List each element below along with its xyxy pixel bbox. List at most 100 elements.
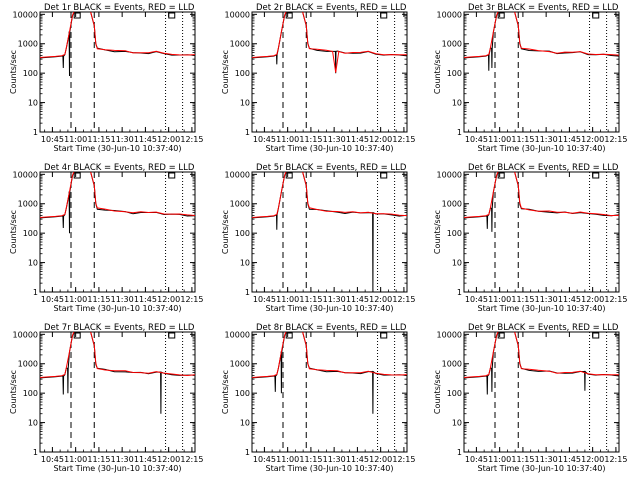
box-marker bbox=[592, 332, 600, 339]
chart-panel-8: Det 8r BLACK = Events, RED = LLD 1 10 100 10… bbox=[221, 323, 415, 473]
chart-title: Det 7r BLACK = Events, RED = LLD bbox=[44, 323, 195, 333]
chart-panel-3: Det 3r BLACK = Events, RED = LLD 1 10 100 10… bbox=[433, 3, 627, 153]
chart-title: Det 3r BLACK = Events, RED = LLD bbox=[468, 3, 619, 13]
y-tick-label: 1000 bbox=[18, 200, 38, 209]
y-tick-label: 1000 bbox=[230, 40, 250, 49]
x-axis-label: Start Time (30-Jun-10 10:37:40) bbox=[54, 464, 182, 473]
y-tick-label: 10 bbox=[240, 419, 250, 428]
y-tick-label: 10 bbox=[28, 419, 38, 428]
y-tick-label: 100 bbox=[447, 389, 462, 398]
box-marker bbox=[497, 332, 505, 339]
lld-series-line bbox=[464, 12, 619, 58]
x-tick-label: 11:00 bbox=[276, 295, 299, 304]
x-tick-label: 11:30 bbox=[111, 135, 134, 144]
y-tick-label: 10 bbox=[240, 259, 250, 268]
x-tick-label: 11:15 bbox=[299, 295, 322, 304]
y-tick-label: 1 bbox=[33, 288, 38, 297]
events-series-line bbox=[252, 172, 407, 292]
y-tick-label: 100 bbox=[235, 229, 250, 238]
chart-panel-9: Det 9r BLACK = Events, RED = LLD 1 10 100 10… bbox=[433, 323, 627, 473]
y-tick-label: 1 bbox=[33, 448, 38, 457]
x-tick-label: 11:00 bbox=[64, 135, 87, 144]
plot-frame bbox=[463, 331, 620, 453]
box-marker bbox=[497, 172, 505, 179]
y-tick-label: 1000 bbox=[442, 200, 462, 209]
x-tick-label: 12:15 bbox=[604, 295, 627, 304]
y-tick-label: 1000 bbox=[230, 200, 250, 209]
chart-title: Det 5r BLACK = Events, RED = LLD bbox=[256, 163, 407, 173]
x-tick-label: 11:30 bbox=[323, 295, 346, 304]
chart-panel-5: Det 5r BLACK = Events, RED = LLD 1 10 100 10… bbox=[221, 163, 415, 313]
box-marker bbox=[285, 12, 293, 19]
x-tick-label: 11:45 bbox=[134, 135, 157, 144]
y-tick-label: 100 bbox=[23, 229, 38, 238]
y-tick-label: 1 bbox=[245, 448, 250, 457]
x-tick-label: 12:00 bbox=[369, 455, 392, 464]
y-axis-label: Counts/sec bbox=[221, 210, 230, 254]
x-tick-label: 11:45 bbox=[346, 135, 369, 144]
x-tick-label: 11:15 bbox=[87, 295, 110, 304]
plot-frame bbox=[39, 11, 196, 133]
x-tick-label: 11:45 bbox=[134, 455, 157, 464]
x-tick-label: 11:15 bbox=[87, 135, 110, 144]
y-tick-label: 1 bbox=[457, 448, 462, 457]
x-axis-label: Start Time (30-Jun-10 10:37:40) bbox=[266, 464, 394, 473]
x-tick-label: 11:15 bbox=[299, 135, 322, 144]
x-tick-label: 11:45 bbox=[558, 295, 581, 304]
lld-series-line bbox=[40, 332, 195, 378]
chart-panel-6: Det 6r BLACK = Events, RED = LLD 1 10 100 10… bbox=[433, 163, 627, 313]
chart-title: Det 8r BLACK = Events, RED = LLD bbox=[256, 323, 407, 333]
chart-panel-2: Det 2r BLACK = Events, RED = LLD 1 10 100 10… bbox=[221, 3, 415, 153]
x-tick-label: 10:45 bbox=[41, 135, 64, 144]
x-tick-label: 11:00 bbox=[488, 295, 511, 304]
y-tick-label: 10 bbox=[452, 419, 462, 428]
x-tick-label: 10:45 bbox=[465, 135, 488, 144]
plot-frame bbox=[251, 331, 408, 453]
box-marker bbox=[380, 332, 388, 339]
x-tick-label: 10:45 bbox=[253, 455, 276, 464]
x-tick-label: 10:45 bbox=[41, 295, 64, 304]
lld-series-line bbox=[464, 172, 619, 218]
x-tick-label: 11:15 bbox=[511, 455, 534, 464]
x-tick-label: 11:45 bbox=[346, 295, 369, 304]
x-tick-label: 11:30 bbox=[111, 295, 134, 304]
y-tick-label: 10000 bbox=[225, 170, 250, 179]
y-axis-label: Counts/sec bbox=[9, 370, 18, 414]
chart-panel-1: Det 1r BLACK = Events, RED = LLD 1 10 100 10… bbox=[9, 3, 203, 153]
chart-title: Det 6r BLACK = Events, RED = LLD bbox=[468, 163, 619, 173]
y-tick-label: 100 bbox=[235, 69, 250, 78]
x-tick-label: 12:00 bbox=[157, 295, 180, 304]
box-marker bbox=[285, 332, 293, 339]
y-tick-label: 1 bbox=[245, 128, 250, 137]
x-tick-label: 10:45 bbox=[465, 455, 488, 464]
x-tick-label: 11:30 bbox=[323, 455, 346, 464]
x-tick-label: 11:30 bbox=[535, 455, 558, 464]
y-tick-label: 1 bbox=[457, 128, 462, 137]
x-tick-label: 11:00 bbox=[488, 455, 511, 464]
x-tick-label: 11:45 bbox=[558, 455, 581, 464]
box-marker bbox=[380, 12, 388, 19]
y-tick-label: 10000 bbox=[437, 10, 462, 19]
y-tick-label: 1 bbox=[245, 288, 250, 297]
y-axis-label: Counts/sec bbox=[433, 370, 442, 414]
y-axis-label: Counts/sec bbox=[9, 210, 18, 254]
x-tick-label: 11:15 bbox=[87, 455, 110, 464]
x-tick-label: 10:45 bbox=[465, 295, 488, 304]
box-marker bbox=[168, 332, 176, 339]
x-tick-label: 12:00 bbox=[581, 295, 604, 304]
x-tick-label: 11:30 bbox=[535, 295, 558, 304]
x-tick-label: 12:00 bbox=[157, 455, 180, 464]
x-tick-label: 11:30 bbox=[111, 455, 134, 464]
y-tick-label: 1000 bbox=[442, 40, 462, 49]
box-marker bbox=[285, 172, 293, 179]
y-tick-label: 10000 bbox=[13, 170, 38, 179]
y-tick-label: 10 bbox=[452, 259, 462, 268]
x-tick-label: 11:00 bbox=[276, 135, 299, 144]
x-axis-label: Start Time (30-Jun-10 10:37:40) bbox=[478, 144, 606, 153]
x-tick-label: 11:00 bbox=[276, 455, 299, 464]
lld-series-line bbox=[464, 332, 619, 378]
box-marker bbox=[380, 172, 388, 179]
x-tick-label: 12:15 bbox=[604, 135, 627, 144]
plot-frame bbox=[39, 331, 196, 453]
x-axis-label: Start Time (30-Jun-10 10:37:40) bbox=[266, 304, 394, 313]
